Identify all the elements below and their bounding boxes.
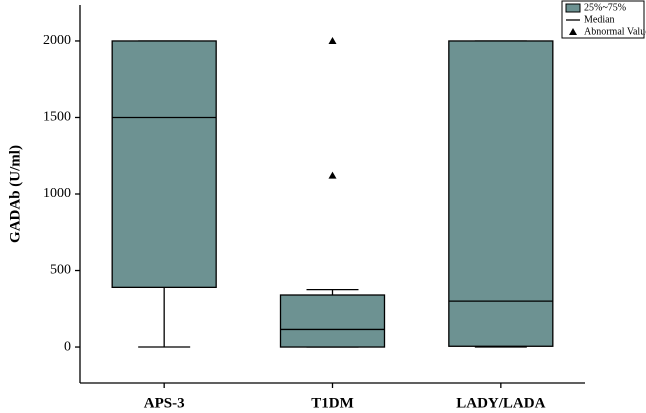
y-axis-label: GADAb (U/ml) bbox=[7, 145, 23, 243]
outlier bbox=[328, 36, 337, 44]
legend-label: Abnormal Value bbox=[584, 26, 646, 37]
outlier bbox=[328, 171, 337, 179]
x-tick-label: T1DM bbox=[311, 395, 354, 411]
legend-swatch bbox=[565, 3, 581, 13]
y-tick-label: 0 bbox=[64, 339, 71, 354]
legend-label: Median bbox=[584, 14, 615, 25]
y-tick-label: 2000 bbox=[43, 33, 71, 48]
x-tick-label: LADY/LADA bbox=[456, 395, 545, 411]
legend-label: 25%~75% bbox=[584, 2, 626, 13]
y-tick-label: 1500 bbox=[43, 110, 71, 125]
y-tick-label: 1000 bbox=[43, 186, 71, 201]
box bbox=[279, 294, 386, 348]
box bbox=[111, 40, 217, 289]
x-tick-label: APS-3 bbox=[144, 395, 185, 411]
legend-outlier-key bbox=[569, 28, 577, 35]
y-tick-label: 500 bbox=[50, 263, 71, 278]
box bbox=[448, 40, 554, 347]
